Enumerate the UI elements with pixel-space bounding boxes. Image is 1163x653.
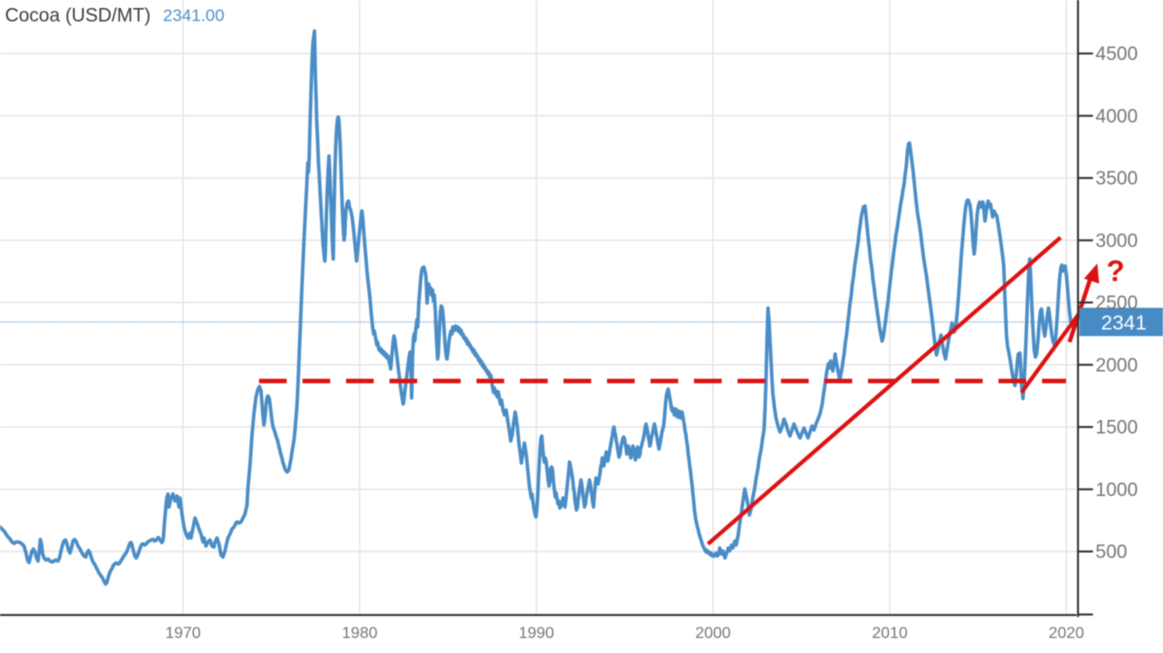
svg-text:500: 500 [1096, 542, 1128, 563]
svg-text:1500: 1500 [1096, 418, 1138, 439]
svg-text:2010: 2010 [872, 625, 908, 642]
svg-text:3000: 3000 [1096, 231, 1138, 252]
svg-text:2500: 2500 [1096, 293, 1138, 314]
svg-text:1990: 1990 [519, 625, 555, 642]
svg-text:4500: 4500 [1096, 44, 1138, 65]
svg-text:3500: 3500 [1096, 169, 1138, 190]
svg-text:2341.00: 2341.00 [163, 6, 224, 25]
svg-text:1970: 1970 [165, 625, 201, 642]
svg-text:2000: 2000 [695, 625, 731, 642]
svg-text:2341: 2341 [1101, 311, 1147, 334]
svg-text:Cocoa (USD/MT): Cocoa (USD/MT) [5, 6, 151, 27]
svg-text:1980: 1980 [342, 625, 378, 642]
svg-text:4000: 4000 [1096, 106, 1138, 127]
svg-text:1000: 1000 [1096, 480, 1138, 501]
svg-text:2000: 2000 [1096, 355, 1138, 376]
svg-text:?: ? [1106, 255, 1124, 288]
svg-text:2020: 2020 [1049, 625, 1085, 642]
